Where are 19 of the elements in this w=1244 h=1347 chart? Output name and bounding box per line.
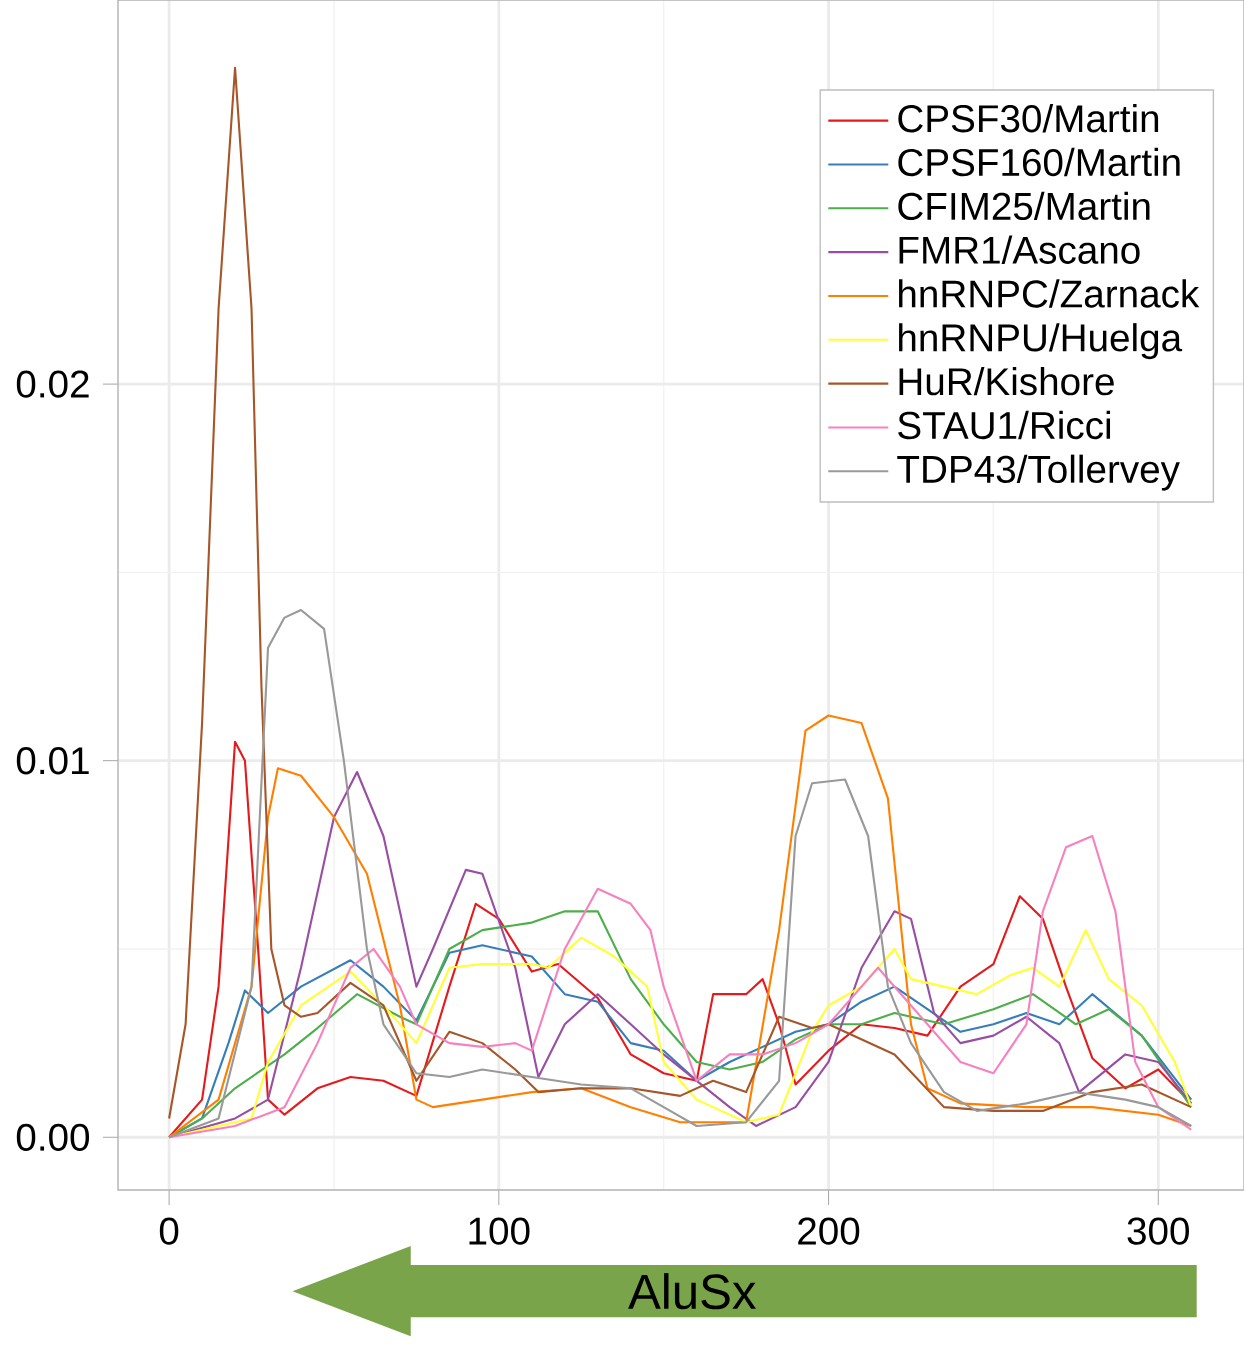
legend-label: TDP43/Tollervey bbox=[897, 454, 1180, 491]
line-series bbox=[168, 834, 1193, 1139]
x-tick-label: 200 bbox=[798, 1217, 860, 1245]
x-tick-label: 100 bbox=[469, 1217, 530, 1245]
legend-label: CPSF160/Martin bbox=[898, 147, 1180, 177]
legend-label: FMR1/Ascano bbox=[899, 235, 1140, 264]
x-tick-label: 0 bbox=[159, 1217, 179, 1245]
legend-label: HuR/Kishore bbox=[899, 366, 1114, 396]
legend-label: CPSF30/Martin bbox=[898, 104, 1159, 133]
line-series bbox=[168, 608, 1193, 1139]
y-tick-label: 0.00 bbox=[16, 1123, 90, 1151]
legend-label: STAU1/Ricci bbox=[898, 410, 1111, 440]
legend-label: hnRNPU/Huelga bbox=[899, 323, 1183, 360]
x-tick-label: 300 bbox=[1127, 1217, 1189, 1245]
text: AluSx bbox=[628, 1273, 756, 1310]
legend-label: hnRNPC/Zarnack bbox=[899, 279, 1200, 308]
y-tick-label: 0.02 bbox=[16, 370, 89, 398]
legend-label: CFIM25/Martin bbox=[898, 191, 1150, 221]
y-tick-label: 0.01 bbox=[16, 747, 89, 775]
